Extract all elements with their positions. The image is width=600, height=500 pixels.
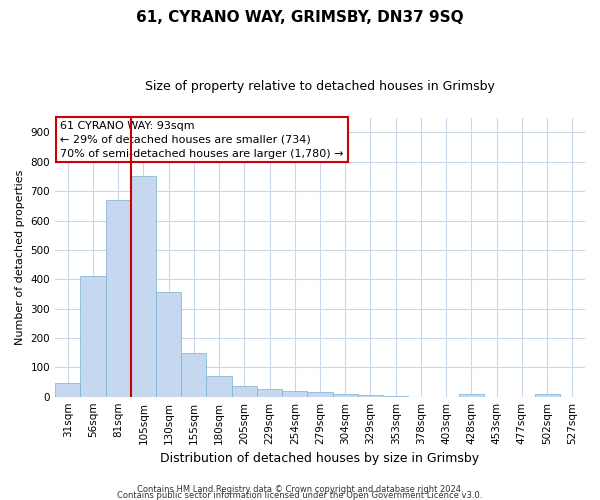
Bar (206, 376, 232, 396)
Bar (282, 392, 307, 396)
Bar (181, 353, 206, 397)
Bar (332, 394, 358, 396)
Text: 61 CYRANO WAY: 93sqm
← 29% of detached houses are smaller (734)
70% of semi-deta: 61 CYRANO WAY: 93sqm ← 29% of detached h… (61, 120, 344, 158)
Bar (106, 200, 131, 396)
Y-axis label: Number of detached properties: Number of detached properties (15, 170, 25, 345)
Bar (80, 276, 106, 396)
Bar (307, 392, 332, 396)
Text: Contains HM Land Registry data © Crown copyright and database right 2024.: Contains HM Land Registry data © Crown c… (137, 484, 463, 494)
Bar (232, 386, 257, 396)
Bar (459, 394, 484, 396)
Bar (156, 292, 181, 397)
Bar (358, 395, 383, 396)
X-axis label: Distribution of detached houses by size in Grimsby: Distribution of detached houses by size … (160, 452, 479, 465)
Text: Contains public sector information licensed under the Open Government Licence v3: Contains public sector information licen… (118, 490, 482, 500)
Title: Size of property relative to detached houses in Grimsby: Size of property relative to detached ho… (145, 80, 495, 93)
Bar (535, 394, 560, 396)
Bar (257, 390, 282, 396)
Text: 61, CYRANO WAY, GRIMSBY, DN37 9SQ: 61, CYRANO WAY, GRIMSBY, DN37 9SQ (136, 10, 464, 25)
Bar (131, 176, 156, 396)
Bar (55, 384, 80, 396)
